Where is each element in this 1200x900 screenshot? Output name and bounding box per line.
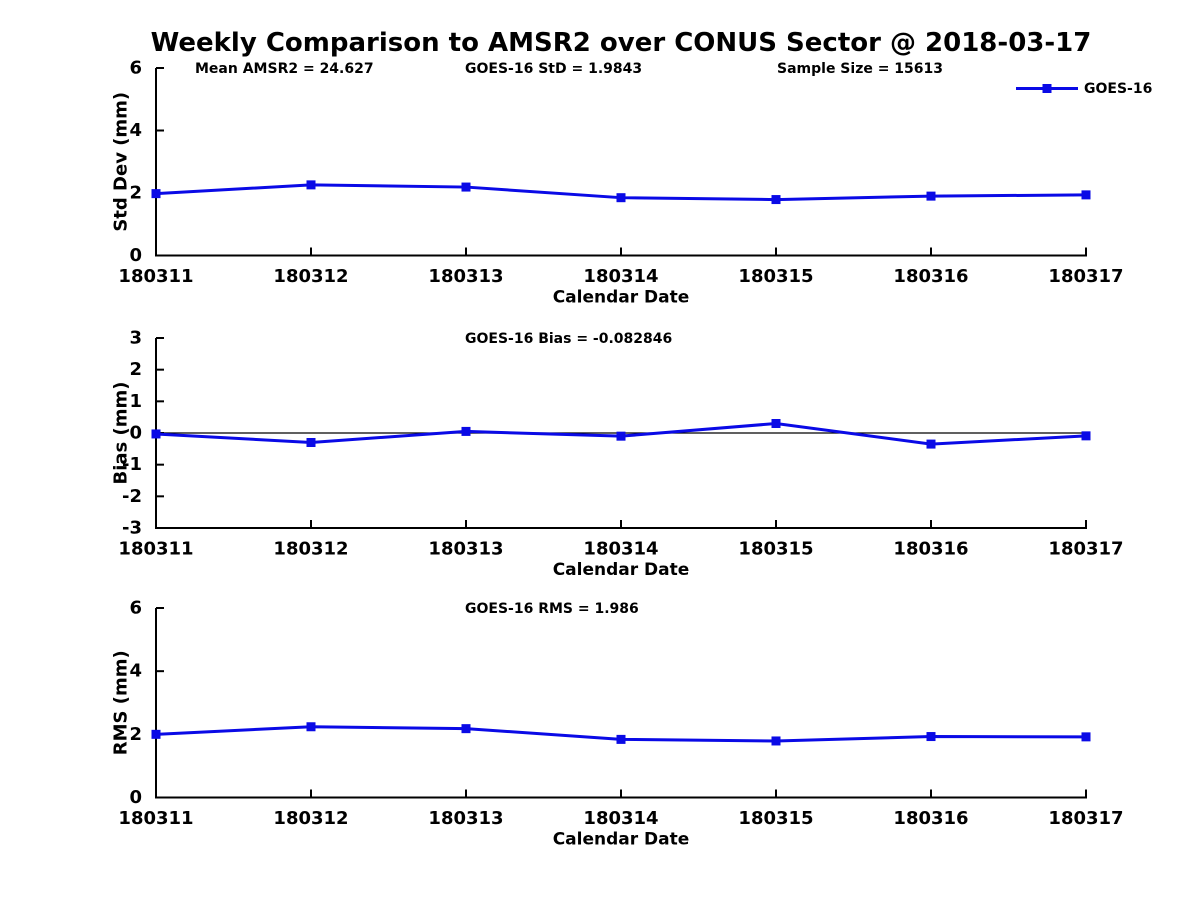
- y-axis-label: Std Dev (mm): [111, 92, 132, 232]
- std-dev-annotation: GOES-16 StD = 1.9843: [465, 61, 642, 77]
- x-tick-label: 180316: [893, 539, 968, 560]
- y-tick-label: 0: [129, 787, 142, 808]
- figure-title: Weekly Comparison to AMSR2 over CONUS Se…: [150, 28, 1092, 58]
- GOES-16-marker: [926, 732, 936, 742]
- x-tick-label: 180317: [1048, 266, 1123, 287]
- y-tick-label: 6: [129, 598, 142, 619]
- x-tick-label: 180316: [893, 808, 968, 829]
- y-tick-label: 2: [129, 724, 142, 745]
- GOES-16-marker: [306, 180, 316, 190]
- GOES-16-marker: [461, 182, 471, 192]
- legend-marker-sample: [1042, 84, 1052, 93]
- GOES-16-marker: [306, 722, 316, 732]
- y-tick-label: 4: [129, 120, 142, 141]
- GOES-16-marker: [151, 189, 161, 199]
- x-tick-label: 180317: [1048, 539, 1123, 560]
- legend-label: GOES-16: [1084, 81, 1152, 97]
- GOES-16-marker: [771, 419, 781, 428]
- y-tick-label: 3: [129, 328, 142, 349]
- std-dev-annotation: Mean AMSR2 = 24.627: [195, 61, 374, 77]
- x-tick-label: 180314: [583, 808, 658, 829]
- x-tick-label: 180315: [738, 266, 813, 287]
- legend: GOES-16: [1016, 81, 1152, 97]
- x-tick-label: 180317: [1048, 808, 1123, 829]
- GOES-16-marker: [616, 193, 626, 203]
- y-tick-label: 1: [129, 391, 142, 412]
- y-tick-label: 6: [129, 58, 142, 79]
- x-tick-label: 180315: [738, 539, 813, 560]
- x-tick-label: 180312: [273, 539, 348, 560]
- GOES-16-marker: [926, 439, 936, 449]
- x-tick-label: 180312: [273, 808, 348, 829]
- bias-annotation: GOES-16 Bias = -0.082846: [465, 331, 672, 347]
- x-tick-label: 180311: [118, 539, 193, 560]
- GOES-16-marker: [151, 429, 161, 439]
- GOES-16-marker: [1081, 431, 1091, 441]
- GOES-16-marker: [461, 426, 471, 436]
- GOES-16-marker: [616, 431, 626, 441]
- GOES-16-marker: [151, 729, 161, 739]
- rms-chart: 0 2 4 6 180311 180312 180313 180314 180315 180316…: [111, 598, 1124, 850]
- y-tick-label: 2: [129, 183, 142, 204]
- x-tick-label: 180315: [738, 808, 813, 829]
- y-axis-label: RMS (mm): [111, 650, 132, 755]
- x-tick-label: 180316: [893, 266, 968, 287]
- std-dev-annotation: Sample Size = 15613: [777, 61, 943, 77]
- y-tick-label: 0: [129, 423, 142, 444]
- x-tick-label: 180311: [118, 808, 193, 829]
- GOES-16-marker: [1081, 732, 1091, 742]
- rms-annotation: GOES-16 RMS = 1.986: [465, 601, 639, 617]
- GOES-16-marker: [771, 195, 781, 205]
- y-tick-label: 0: [129, 245, 142, 266]
- x-tick-label: 180313: [428, 808, 503, 829]
- GOES-16-marker: [306, 438, 316, 447]
- GOES-16-marker: [771, 736, 781, 746]
- GOES-16-marker: [1081, 190, 1091, 200]
- y-tick-label: -3: [122, 518, 142, 539]
- y-tick-label: -1: [122, 454, 142, 475]
- x-tick-label: 180314: [583, 539, 658, 560]
- x-tick-label: 180311: [118, 266, 193, 287]
- x-tick-label: 180312: [273, 266, 348, 287]
- y-tick-label: 4: [129, 661, 142, 682]
- std-dev-chart: 0 2 4 6 180311 180312 180313 180314 180315 180316…: [111, 58, 1153, 308]
- y-axis-label: Bias (mm): [111, 382, 132, 485]
- GOES-16-marker: [616, 734, 626, 744]
- bias-chart: -3 -2 -1 0 1 2 3 180311 180312 180313 180314 180315…: [111, 328, 1124, 581]
- GOES-16-marker: [926, 191, 936, 201]
- y-tick-label: -2: [122, 486, 142, 507]
- x-axis-label: Calendar Date: [553, 560, 690, 580]
- x-tick-label: 180313: [428, 266, 503, 287]
- x-axis-label: Calendar Date: [553, 830, 690, 850]
- x-axis-label: Calendar Date: [553, 288, 690, 308]
- x-tick-label: 180313: [428, 539, 503, 560]
- GOES-16-marker: [461, 724, 471, 734]
- x-tick-label: 180314: [583, 266, 658, 287]
- y-tick-label: 2: [129, 359, 142, 380]
